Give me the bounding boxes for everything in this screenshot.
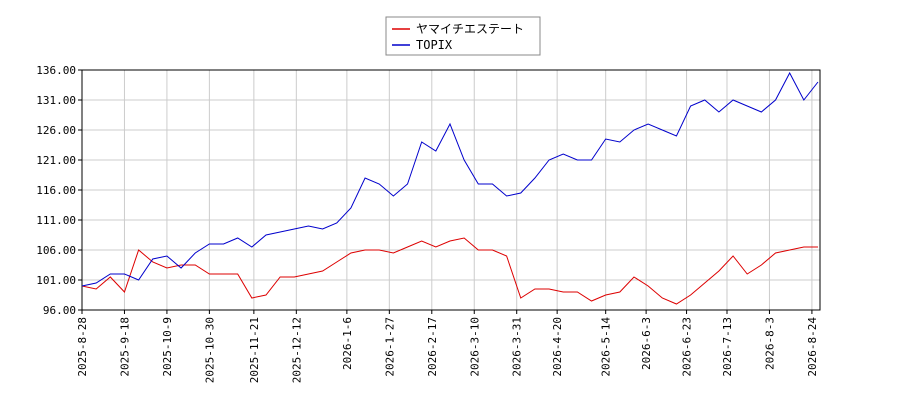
y-tick-label: 101.00 [36,274,76,287]
x-tick-label: 2026-8-24 [806,317,819,377]
x-tick-label: 2026-4-20 [551,317,564,377]
y-tick-label: 106.00 [36,244,76,257]
legend-label: ヤマイチエステート [416,22,524,36]
x-tick-label: 2026-5-14 [600,317,613,377]
series-line [81,237,818,305]
x-tick-label: 2025-11-21 [248,317,261,383]
x-tick-label: 2026-6-3 [640,317,653,370]
y-tick-label: 136.00 [36,64,76,77]
x-tick-label: 2025-10-30 [203,317,216,383]
x-tick-label: 2025-8-28 [76,317,89,377]
x-tick-label: 2026-1-6 [341,317,354,370]
x-tick-label: 2025-10-9 [161,317,174,377]
x-tick-label: 2026-7-13 [721,317,734,377]
y-tick-label: 111.00 [36,214,76,227]
series-line [81,71,819,287]
x-tick-label: 2026-2-17 [426,317,439,377]
y-tick-label: 116.00 [36,184,76,197]
x-tick-label: 2025-12-12 [290,317,303,383]
x-tick-label: 2026-3-31 [511,317,524,377]
y-tick-label: 126.00 [36,124,76,137]
x-tick-label: 2025-9-18 [118,317,131,377]
plot-frame [81,69,821,311]
legend-box [385,16,541,56]
y-tick-label: 96.00 [43,304,76,317]
x-tick-label: 2026-6-23 [681,317,694,377]
x-tick-label: 2026-3-10 [468,317,481,377]
x-tick-label: 2026-1-27 [383,317,396,377]
y-tick-label: 131.00 [36,94,76,107]
y-tick-label: 121.00 [36,154,76,167]
x-tick-label: 2026-8-3 [763,317,776,370]
legend: ヤマイチエステート TOPIX [385,16,541,56]
legend-label: TOPIX [416,38,453,52]
